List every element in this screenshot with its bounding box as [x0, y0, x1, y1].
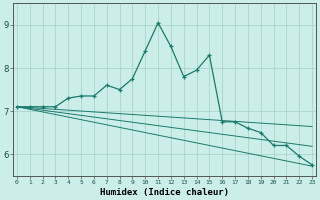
X-axis label: Humidex (Indice chaleur): Humidex (Indice chaleur) — [100, 188, 229, 197]
